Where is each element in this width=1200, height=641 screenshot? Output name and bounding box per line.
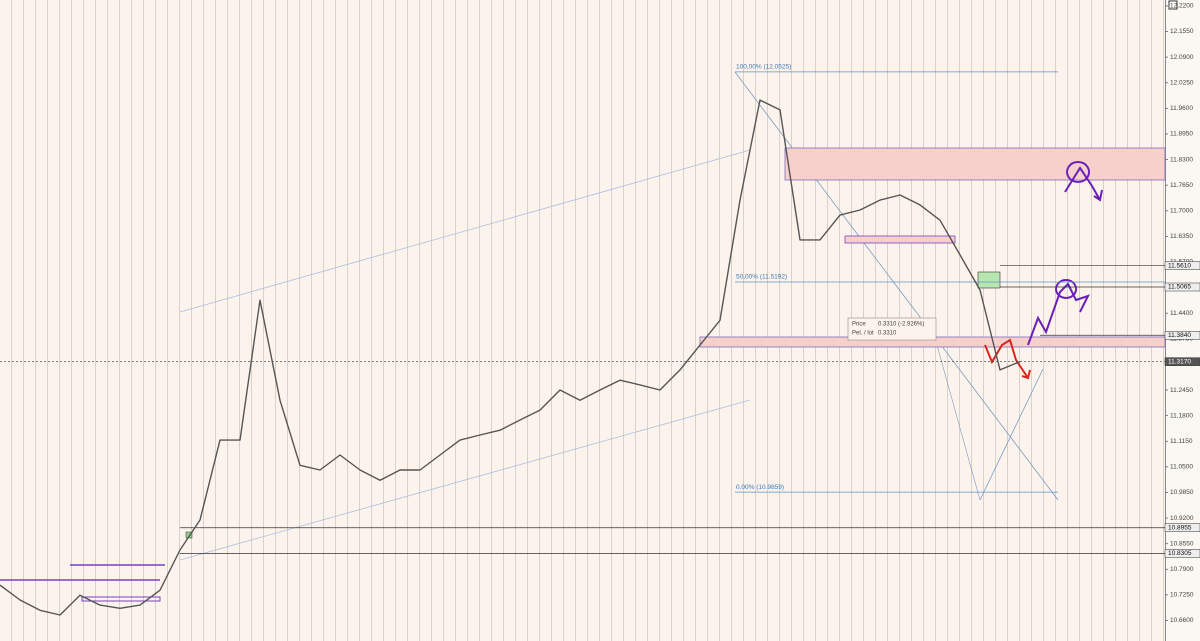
y-tick-label: 12.1550 — [1170, 28, 1194, 35]
y-tick-label: 12.0250 — [1170, 79, 1194, 86]
price-tag-label: 11.5065 — [1168, 284, 1191, 291]
price-tag — [1164, 357, 1200, 366]
price-tag-label: 10.8305 — [1168, 550, 1192, 557]
freehand — [1027, 279, 1090, 346]
price-tag-label: 11.3840 — [1168, 332, 1191, 339]
measure-line — [979, 368, 1044, 501]
y-tick-label: 10.6600 — [1170, 617, 1194, 624]
marker — [185, 531, 193, 539]
price-tag — [1164, 523, 1200, 532]
zone — [977, 271, 1001, 289]
price-axis — [1165, 0, 1200, 641]
y-tick-label: 10.9850 — [1170, 489, 1194, 496]
info-text: 0.3310 (-2.926%) — [878, 322, 924, 328]
level — [81, 596, 161, 602]
zone — [844, 235, 956, 244]
price-tag-label: 11.3170 — [1168, 358, 1191, 365]
measure-line — [934, 337, 981, 501]
price-tag — [1164, 331, 1200, 340]
y-tick-label: 10.7900 — [1170, 566, 1194, 573]
fib-label: 50,00% (11.5192) — [736, 274, 787, 281]
price-tag — [1164, 549, 1200, 558]
y-tick-label: 11.2450 — [1170, 387, 1193, 394]
y-tick-label: 10.7250 — [1170, 592, 1194, 599]
y-tick-label: 12.0900 — [1170, 54, 1194, 61]
channel-line — [179, 149, 751, 313]
y-tick-label: 11.0500 — [1170, 464, 1193, 471]
price-tag — [1164, 282, 1200, 292]
y-tick-label: 11.7650 — [1170, 182, 1193, 189]
fib-label: 100,00% (12.0525) — [736, 64, 791, 71]
info-box — [847, 317, 937, 341]
zone — [784, 147, 1166, 181]
y-tick-label: 10.8550 — [1170, 540, 1194, 547]
y-tick-label: 10.9200 — [1170, 515, 1194, 522]
channel-line — [179, 399, 751, 561]
info-text: Price — [852, 322, 866, 328]
info-text: 0.3310 — [878, 331, 897, 337]
y-tick-label: 11.8300 — [1170, 156, 1193, 163]
window-button[interactable] — [1168, 0, 1178, 10]
price-tag — [1164, 261, 1200, 270]
freehand — [1064, 161, 1103, 202]
fib-label: 0,00% (10.9859) — [736, 484, 784, 491]
y-tick-label: 11.1150 — [1170, 438, 1193, 445]
price-tag-label: 11.5610 — [1168, 262, 1191, 269]
price-line — [0, 99, 1021, 616]
drawings: Price 0.3310 (-2.926%) Pel. / lot 0.3310 — [0, 0, 1178, 602]
y-tick-label: 11.8950 — [1170, 131, 1193, 138]
y-tick-label: 11.7000 — [1170, 207, 1193, 214]
y-tick-label: 12.2200 — [1170, 3, 1194, 10]
y-tick-label: 11.4400 — [1170, 310, 1193, 317]
fib-diagonal — [734, 71, 1059, 501]
y-tick-label: 11.6350 — [1170, 233, 1193, 240]
info-text: Pel. / lot — [852, 331, 874, 337]
y-tick-label: 11.9600 — [1170, 105, 1193, 112]
y-tick-label: 11.1800 — [1170, 412, 1193, 419]
price-tag-label: 10.8955 — [1168, 524, 1192, 531]
time-grid — [0, 0, 1165, 641]
